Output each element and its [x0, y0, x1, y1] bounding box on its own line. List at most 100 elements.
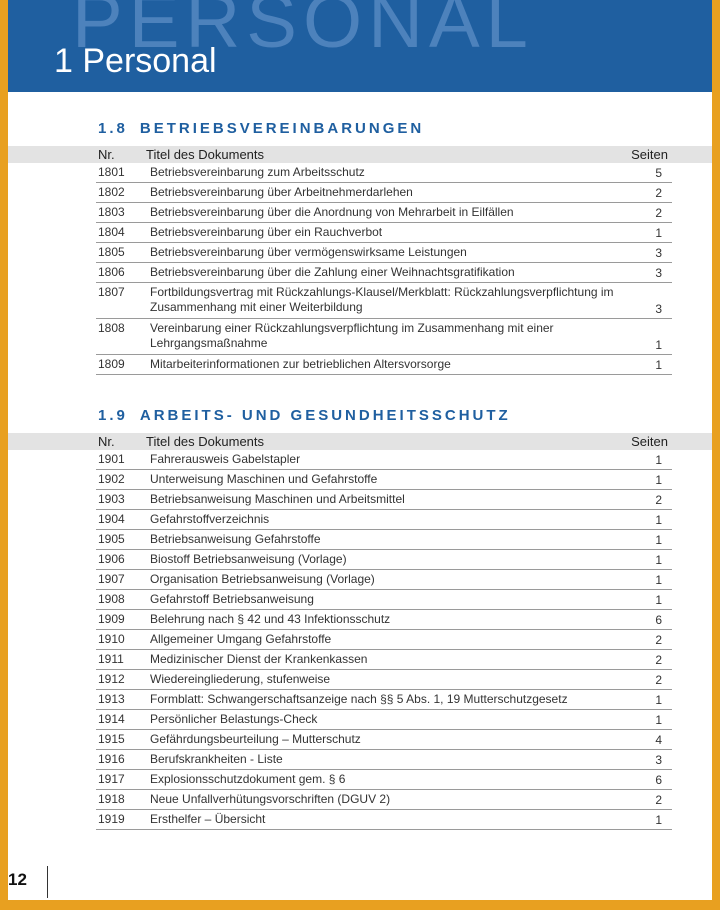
document-page: PERSONAL 1 Personal 1.8 BETRIEBSVEREINBAR… — [8, 0, 712, 900]
table-row: 1912 Wiedereingliederung, stufenweise 2 — [96, 670, 672, 690]
column-header-pages: Seiten — [631, 147, 668, 162]
page-count: 2 — [655, 793, 662, 807]
document-number: 1901 — [98, 452, 125, 466]
column-header-title: Titel des Dokuments — [146, 147, 265, 162]
document-number: 1907 — [98, 572, 125, 586]
document-number: 1915 — [98, 732, 125, 746]
document-number: 1805 — [98, 245, 125, 259]
document-title: Betriebsvereinbarung über die Zahlung ei… — [150, 265, 515, 279]
document-title: Wiedereingliederung, stufenweise — [150, 672, 331, 686]
section-heading-1-9: 1.9 ARBEITS- UND GESUNDHEITSSCHUTZ — [98, 407, 511, 424]
table-row: 1806 Betriebsvereinbarung über die Zahlun… — [96, 263, 672, 283]
page-count: 2 — [655, 186, 662, 200]
document-title: Explosionsschutzdokument gem. § 6 — [150, 772, 346, 786]
document-number: 1804 — [98, 225, 125, 239]
document-title: Betriebsanweisung Gefahrstoffe — [150, 532, 321, 546]
table-row: 1804 Betriebsvereinbarung über ein Rauchv… — [96, 223, 672, 243]
table-row: 1915 Gefährdungsbeurteilung – Mutterschut… — [96, 730, 672, 750]
document-number: 1911 — [98, 652, 124, 666]
table-row: 1916 Berufskrankheiten - Liste 3 — [96, 750, 672, 770]
page-count: 3 — [655, 302, 662, 316]
page-count: 2 — [655, 206, 662, 220]
table-betriebsvereinbarungen: Nr. Titel des Dokuments Seiten 1801 Betri… — [8, 146, 712, 375]
page-count: 1 — [655, 338, 662, 352]
document-number: 1807 — [98, 285, 125, 299]
document-number: 1909 — [98, 612, 125, 626]
section-heading-1-8: 1.8 BETRIEBSVEREINBARUNGEN — [98, 120, 424, 137]
table-row: 1914 Persönlicher Belastungs-Check 1 — [96, 710, 672, 730]
document-title: Unterweisung Maschinen und Gefahrstoffe — [150, 472, 378, 486]
document-title: Berufskrankheiten - Liste — [150, 752, 283, 766]
document-number: 1802 — [98, 185, 125, 199]
table-row: 1918 Neue Unfallverhütungsvorschriften (D… — [96, 790, 672, 810]
table-row: 1919 Ersthelfer – Übersicht 1 — [96, 810, 672, 830]
document-title: Gefahrstoff Betriebsanweisung — [150, 592, 314, 606]
page-count: 1 — [655, 693, 662, 707]
page-count: 1 — [655, 513, 662, 527]
document-title: Betriebsvereinbarung über ein Rauchverbo… — [150, 225, 383, 239]
section-title: ARBEITS- UND GESUNDHEITSSCHUTZ — [139, 407, 511, 424]
document-number: 1913 — [98, 692, 125, 706]
table-row: 1908 Gefahrstoff Betriebsanweisung 1 — [96, 590, 672, 610]
document-number: 1917 — [98, 772, 125, 786]
document-title: Fahrerausweis Gabelstapler — [150, 452, 301, 466]
document-title: Neue Unfallverhütungsvorschriften (DGUV … — [150, 792, 391, 806]
document-number: 1919 — [98, 812, 125, 826]
document-number: 1903 — [98, 492, 125, 506]
document-number: 1905 — [98, 532, 125, 546]
document-number: 1908 — [98, 592, 125, 606]
table-row: 1909 Belehrung nach § 42 und 43 Infektion… — [96, 610, 672, 630]
page-count: 2 — [655, 633, 662, 647]
document-title: Betriebsvereinbarung über vermögenswirks… — [150, 245, 467, 259]
footer-divider — [47, 866, 48, 898]
section-number: 1.9 — [98, 407, 128, 424]
document-number: 1906 — [98, 552, 125, 566]
document-number: 1918 — [98, 792, 125, 806]
document-title: Betriebsvereinbarung zum Arbeitsschutz — [150, 165, 365, 179]
page-count: 5 — [655, 166, 662, 180]
table-header: Nr. Titel des Dokuments Seiten — [8, 433, 712, 450]
column-header-title: Titel des Dokuments — [146, 434, 265, 449]
document-number: 1801 — [98, 165, 125, 179]
table-row: 1902 Unterweisung Maschinen und Gefahrsto… — [96, 470, 672, 490]
table-row: 1910 Allgemeiner Umgang Gefahrstoffe 2 — [96, 630, 672, 650]
document-title: Betriebsanweisung Maschinen und Arbeitsm… — [150, 492, 405, 506]
page-count: 2 — [655, 673, 662, 687]
page-count: 2 — [655, 653, 662, 667]
page-count: 1 — [655, 453, 662, 467]
document-title: Mitarbeiterinformationen zur betrieblich… — [150, 357, 451, 371]
table-row: 1803 Betriebsvereinbarung über die Anordn… — [96, 203, 672, 223]
document-title: Formblatt: Schwangerschaftsanzeige nach … — [150, 692, 568, 706]
page-number: 12 — [8, 870, 27, 889]
document-number: 1910 — [98, 632, 125, 646]
document-title: Persönlicher Belastungs-Check — [150, 712, 318, 726]
document-number: 1808 — [98, 321, 125, 335]
document-number: 1806 — [98, 265, 125, 279]
table-row: 1904 Gefahrstoffverzeichnis 1 — [96, 510, 672, 530]
chapter-title: 1 Personal — [54, 42, 217, 80]
document-title: Belehrung nach § 42 und 43 Infektionssch… — [150, 612, 391, 626]
page-count: 1 — [655, 533, 662, 547]
table-row: 1807 Fortbildungsvertrag mit Rückzahlungs… — [96, 283, 672, 319]
page-count: 3 — [655, 753, 662, 767]
column-header-nr: Nr. — [98, 434, 115, 449]
document-number: 1912 — [98, 672, 125, 686]
document-number: 1916 — [98, 752, 125, 766]
document-title: Ersthelfer – Übersicht — [150, 812, 266, 826]
table-row: 1905 Betriebsanweisung Gefahrstoffe 1 — [96, 530, 672, 550]
table-row: 1906 Biostoff Betriebsanweisung (Vorlage)… — [96, 550, 672, 570]
page-count: 4 — [655, 733, 662, 747]
table-row: 1901 Fahrerausweis Gabelstapler 1 — [96, 450, 672, 470]
banner-watermark: PERSONAL — [72, 0, 534, 64]
document-number: 1902 — [98, 472, 125, 486]
page-count: 1 — [655, 226, 662, 240]
document-number: 1904 — [98, 512, 125, 526]
section-number: 1.8 — [98, 120, 128, 137]
document-title: Medizinischer Dienst der Krankenkassen — [150, 652, 368, 666]
document-title: Vereinbarung einer Rückzahlungsverpflich… — [150, 321, 554, 350]
page-count: 3 — [655, 246, 662, 260]
document-title: Betriebsvereinbarung über Arbeitnehmerda… — [150, 185, 413, 199]
page-count: 1 — [655, 573, 662, 587]
section-title: BETRIEBSVEREINBARUNGEN — [139, 120, 425, 137]
table-row: 1907 Organisation Betriebsanweisung (Vorl… — [96, 570, 672, 590]
